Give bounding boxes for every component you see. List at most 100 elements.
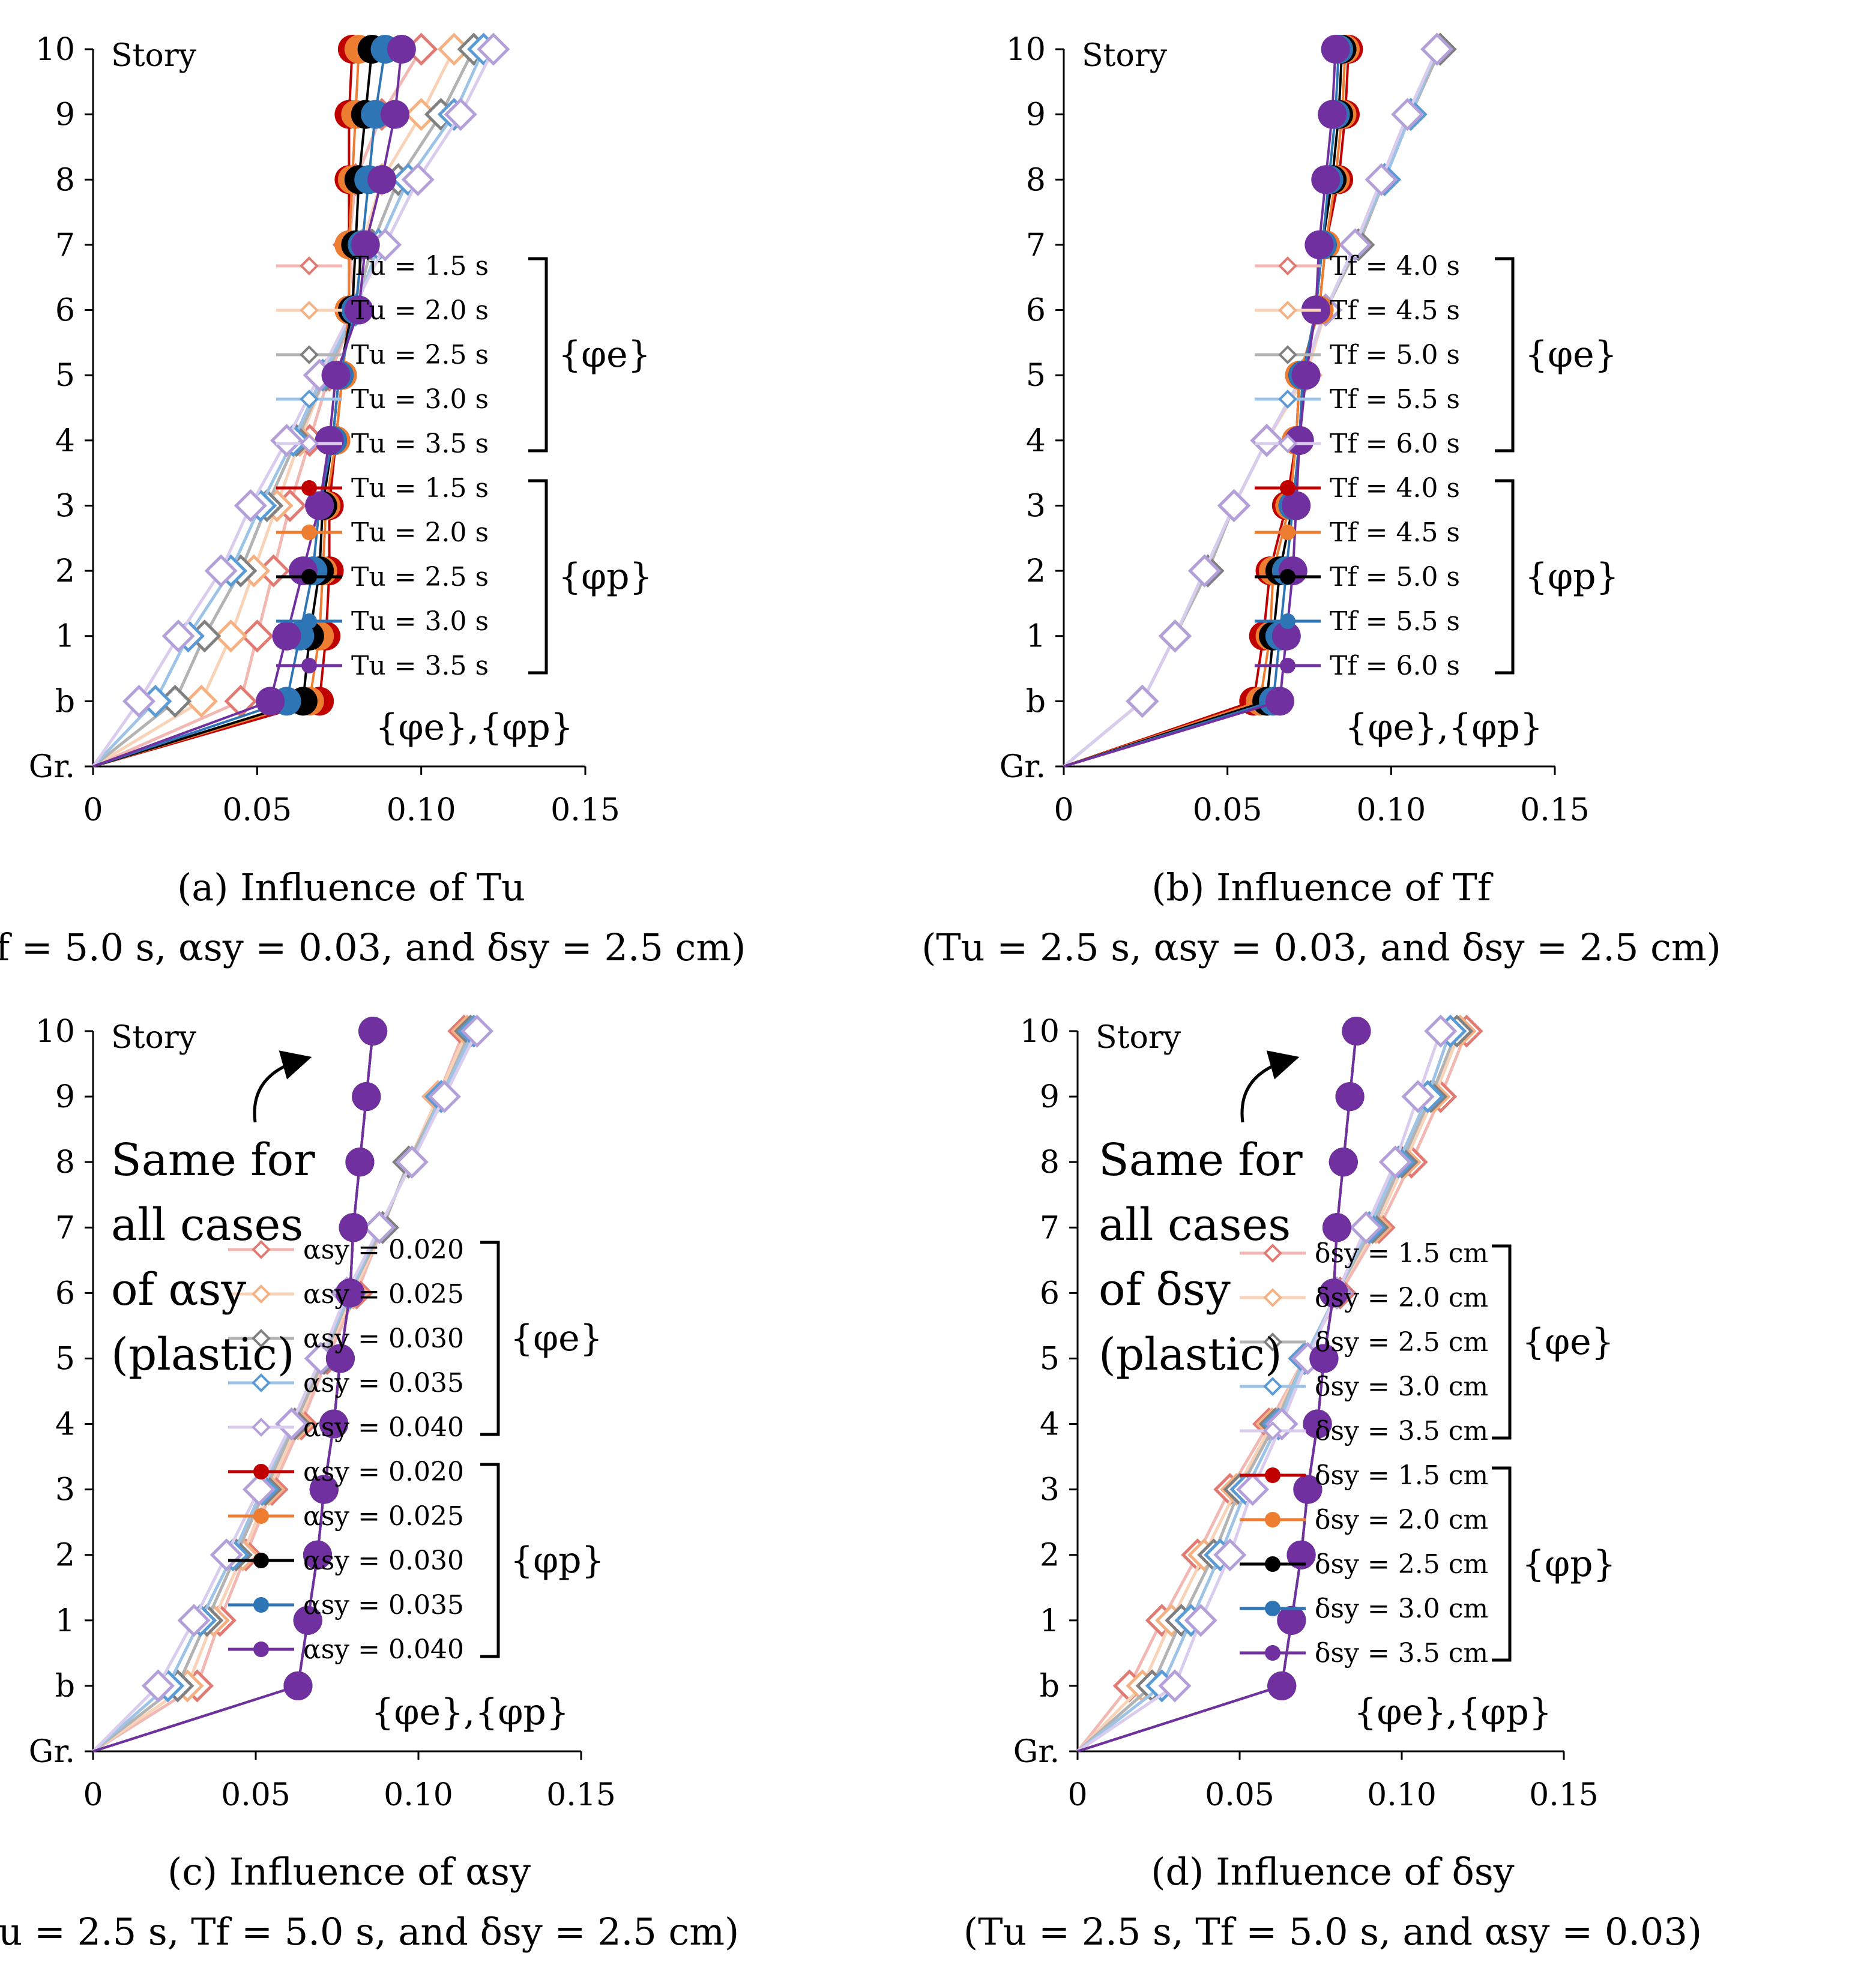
- legend-item: αsy = 0.035: [228, 1590, 464, 1620]
- legend-label: δsy = 2.0 cm: [1315, 1283, 1488, 1313]
- y-tick-label: 8: [1040, 1145, 1060, 1181]
- legend-label: αsy = 0.035: [303, 1368, 464, 1398]
- chart-panel-a: Gr. b 1 2 3 4 5 6 7 8 9 10 0 0.05 0.10 0.15 Story {φe},{φ…: [0, 32, 746, 969]
- x-tick-label: 0.10: [1367, 1777, 1437, 1813]
- data-point-circle: [1323, 1213, 1351, 1242]
- y-tick-label: 5: [55, 358, 75, 394]
- y-tick-label: 2: [55, 1538, 75, 1574]
- data-point-circle: [1271, 621, 1301, 651]
- data-point-diamond: [1158, 619, 1192, 653]
- legend-item: Tf = 5.5 s: [1255, 384, 1460, 415]
- y-tick-label: Gr.: [29, 749, 75, 785]
- y-tick-label: 4: [1040, 1407, 1060, 1443]
- legend-item: αsy = 0.030: [228, 1323, 464, 1354]
- data-point-circle: [309, 1475, 339, 1504]
- legend-label: Tu = 1.5 s: [351, 251, 489, 281]
- data-point-diamond: [270, 424, 304, 457]
- data-point-circle: [1277, 1605, 1306, 1635]
- caption-title: (a) Influence of Tu: [177, 865, 525, 909]
- legend-swatch-diamond: [252, 1240, 271, 1259]
- y-axis-title: Story: [111, 1020, 197, 1056]
- legend-item: αsy = 0.030: [228, 1545, 464, 1576]
- y-tick-label: 9: [55, 1079, 75, 1115]
- legend-item: δsy = 1.5 cm: [1240, 1238, 1488, 1269]
- data-point-diamond: [214, 619, 248, 653]
- legend-label: αsy = 0.025: [303, 1501, 464, 1532]
- brace-plastic: [1492, 1466, 1512, 1662]
- x-tick-label: 0: [1054, 792, 1073, 828]
- y-tick-label: 3: [55, 1472, 75, 1508]
- x-tick-label: 0.10: [1356, 792, 1426, 828]
- legend-label: Tu = 2.5 s: [351, 562, 489, 592]
- legend: δsy = 1.5 cm δsy = 2.0 cm δsy = 2.5 cm δsy …: [1240, 1238, 1488, 1669]
- data-point-circle: [305, 491, 334, 520]
- legend-swatch-circle: [1265, 1556, 1280, 1572]
- data-point-circle: [1286, 1540, 1316, 1569]
- legend-swatch-circle: [301, 569, 317, 585]
- annotation-line: Same for: [1099, 1134, 1303, 1186]
- legend-item: Tu = 3.5 s: [276, 429, 489, 459]
- data-point-diamond: [161, 619, 195, 653]
- legend-label: αsy = 0.030: [303, 1323, 464, 1354]
- y-tick-label: 8: [1026, 162, 1046, 198]
- data-point-circle: [380, 100, 409, 129]
- legend-item: Tu = 3.5 s: [276, 651, 489, 681]
- legend-item: Tu = 2.0 s: [276, 295, 489, 326]
- annotation-line: (plastic): [1099, 1329, 1282, 1380]
- legend-label: Tf = 4.5 s: [1330, 295, 1460, 326]
- legend-item: αsy = 0.020: [228, 1235, 464, 1265]
- annotation-line: Same for: [111, 1134, 315, 1186]
- legend-swatch-circle: [1280, 613, 1295, 629]
- data-point-circle: [1321, 35, 1350, 64]
- data-point-diamond: [1250, 424, 1283, 457]
- legend-label: Tf = 6.0 s: [1330, 429, 1460, 459]
- data-point-circle: [352, 1082, 381, 1112]
- y-tick-label: Gr.: [1000, 749, 1046, 785]
- y-tick-label: 10: [35, 1014, 75, 1050]
- legend-swatch-diamond: [300, 301, 319, 320]
- legend-swatch-circle: [253, 1597, 269, 1613]
- data-point-circle: [1291, 361, 1321, 390]
- series-line: [1063, 49, 1350, 768]
- legend-item: δsy = 2.0 cm: [1240, 1505, 1488, 1535]
- data-point-circle: [315, 426, 344, 455]
- y-axis-title: Story: [1096, 1020, 1181, 1056]
- data-point-diamond: [242, 1473, 276, 1506]
- legend-item: Tu = 3.0 s: [276, 606, 489, 637]
- y-tick-label: 6: [1026, 293, 1046, 329]
- x-tick-label: 0.05: [222, 792, 292, 828]
- caption-conditions: (Tf = 5.0 s, αsy = 0.03, and δsy = 2.5 c…: [0, 925, 746, 969]
- legend-label: Tf = 5.5 s: [1330, 384, 1460, 415]
- series-line: [92, 49, 373, 768]
- legend-swatch-circle: [1265, 1467, 1280, 1483]
- x-tick-label: 0.10: [384, 1777, 453, 1813]
- legend-item: Tu = 3.0 s: [276, 384, 489, 415]
- data-point-circle: [358, 1017, 388, 1046]
- legend-label: Tf = 4.5 s: [1330, 517, 1460, 548]
- data-point-circle: [345, 1148, 375, 1177]
- data-point-diamond: [477, 32, 510, 66]
- legend-item: Tf = 5.5 s: [1255, 606, 1460, 637]
- legend-swatch-diamond: [252, 1284, 271, 1304]
- legend-item: Tf = 5.0 s: [1255, 562, 1460, 592]
- x-tick-label: 0.15: [1529, 1777, 1599, 1813]
- data-point-circle: [321, 361, 351, 390]
- y-tick-label: 6: [1040, 1275, 1060, 1311]
- legend-label: αsy = 0.020: [303, 1235, 464, 1265]
- legend-label: αsy = 0.035: [303, 1590, 464, 1620]
- legend-item: δsy = 1.5 cm: [1240, 1460, 1488, 1491]
- brace-label-elastic: {φe}: [510, 1317, 603, 1359]
- legend-item: αsy = 0.025: [228, 1279, 464, 1310]
- caption-title: (d) Influence of δsy: [1151, 1850, 1514, 1894]
- legend-label: δsy = 3.5 cm: [1315, 1638, 1488, 1669]
- annotation-arrow: [253, 1050, 312, 1123]
- legend-swatch-circle: [253, 1508, 269, 1524]
- data-point-circle: [1342, 1017, 1371, 1046]
- legend-label: Tf = 5.5 s: [1330, 606, 1460, 637]
- y-tick-label: 4: [55, 1407, 75, 1443]
- data-point-circle: [361, 100, 390, 129]
- legend-label: δsy = 2.5 cm: [1315, 1549, 1488, 1580]
- legend-swatch-diamond: [252, 1373, 271, 1392]
- y-tick-label: 9: [55, 97, 75, 133]
- legend-label: Tu = 3.5 s: [351, 651, 489, 681]
